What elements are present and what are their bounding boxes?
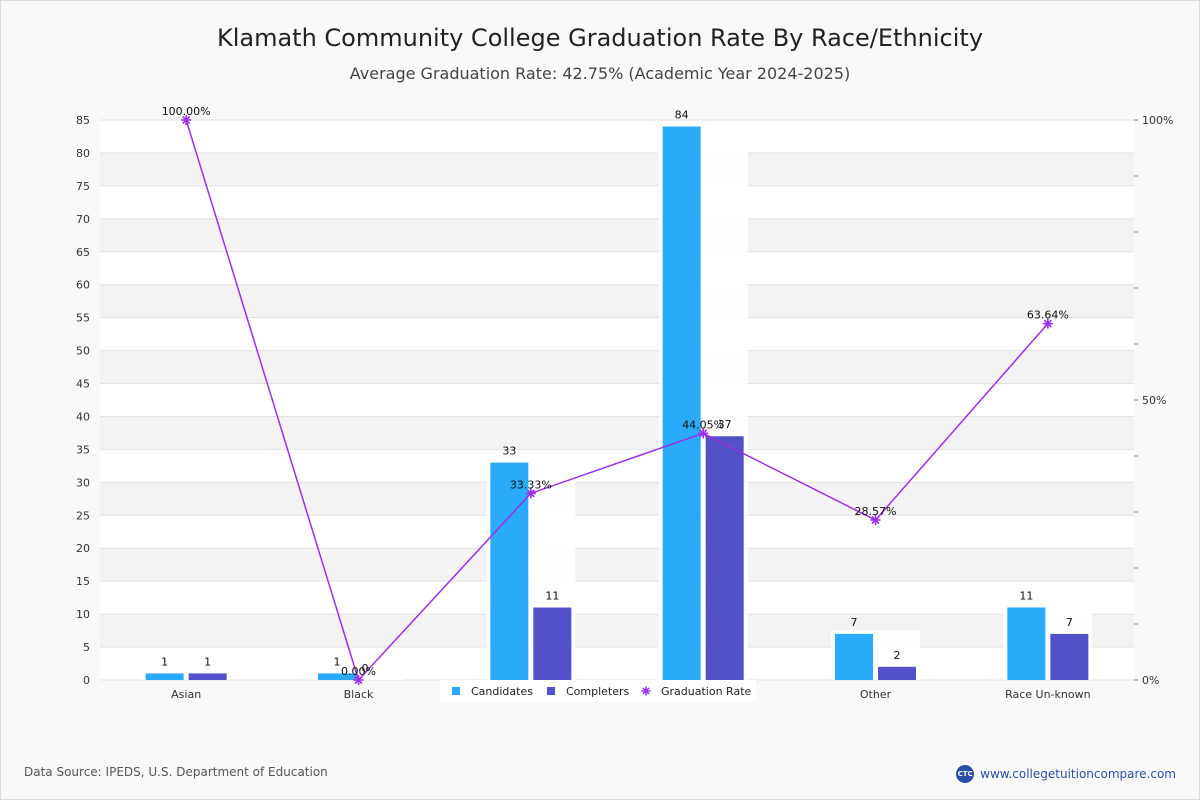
- candidates-bar: [1007, 607, 1046, 680]
- candidates-bar: [318, 673, 356, 680]
- legend-swatch: [452, 687, 460, 695]
- graduation-rate-point: [353, 675, 364, 685]
- candidates-value-label: 7: [851, 616, 858, 629]
- brand-url: www.collegetuitioncompare.com: [980, 767, 1176, 781]
- graduation-rate-label: 33.33%: [510, 478, 552, 491]
- left-axis-tick-label: 20: [76, 542, 90, 555]
- graduation-rate-point: [525, 488, 536, 499]
- brand-logo-icon: CTC: [956, 765, 975, 783]
- left-axis-tick-label: 55: [76, 312, 90, 325]
- grid-band: [100, 218, 1134, 252]
- right-axis-tick-label: 0%: [1142, 674, 1159, 687]
- plot-area: [100, 120, 1134, 680]
- grid-band: [100, 152, 1134, 186]
- left-axis-tick-label: 35: [76, 443, 90, 456]
- graduation-rate-point: [870, 515, 881, 526]
- candidates-bar: [490, 462, 529, 680]
- candidates-bar: [662, 126, 701, 680]
- graduation-rate-label: 63.64%: [1027, 309, 1069, 322]
- left-axis-tick-label: 85: [76, 114, 90, 127]
- graduation-rate-point: [181, 115, 192, 125]
- grid-band: [100, 482, 1134, 516]
- x-axis-category-label: Asian: [171, 688, 201, 701]
- graduation-rate-point: [698, 428, 709, 439]
- legend-label: Candidates: [471, 685, 533, 698]
- completers-bar: [705, 436, 744, 680]
- left-axis-tick-label: 0: [83, 674, 90, 687]
- left-axis-tick-label: 50: [76, 345, 90, 358]
- candidates-value-label: 11: [1019, 590, 1033, 603]
- left-axis-tick-label: 10: [76, 608, 90, 621]
- chart-subtitle: Average Graduation Rate: 42.75% (Academi…: [349, 64, 851, 83]
- graduation-rate-label: 100.00%: [162, 105, 211, 118]
- completers-bar: [1050, 633, 1089, 680]
- candidates-value-label: 1: [161, 655, 168, 668]
- bar-backing: [314, 669, 403, 680]
- chart-title: Klamath Community College Graduation Rat…: [216, 24, 984, 52]
- legend-background: [440, 680, 756, 702]
- x-axis-category-label: Other: [860, 688, 892, 701]
- candidates-value-label: 1: [334, 655, 341, 668]
- completers-value-label: 1: [204, 655, 211, 668]
- completers-bar: [878, 666, 916, 680]
- graduation-rate-label: 44.05%: [682, 418, 724, 431]
- grid-band: [100, 416, 1134, 450]
- left-axis-tick-label: 15: [76, 575, 90, 588]
- brand-link[interactable]: CTC www.collegetuitioncompare.com: [956, 765, 1176, 783]
- completers-value-label: 2: [894, 649, 901, 662]
- left-axis-tick-label: 25: [76, 509, 90, 522]
- left-axis-tick-label: 45: [76, 378, 90, 391]
- left-axis-tick-label: 80: [76, 147, 90, 160]
- legend-label: Graduation Rate: [661, 685, 752, 698]
- left-axis-tick-label: 70: [76, 213, 90, 226]
- left-axis-tick-label: 40: [76, 410, 90, 423]
- candidates-value-label: 33: [502, 445, 516, 458]
- left-axis-tick-label: 75: [76, 180, 90, 193]
- grid-band: [100, 614, 1134, 648]
- x-axis-category-label: Race Un-known: [1005, 688, 1091, 701]
- bar-backing: [141, 669, 231, 680]
- left-axis-tick-label: 60: [76, 279, 90, 292]
- grid-band: [100, 284, 1134, 318]
- graduation-rate-point: [1042, 318, 1053, 329]
- completers-bar: [533, 607, 572, 680]
- legend-star-icon: [641, 686, 651, 696]
- legend-label: Completers: [566, 685, 630, 698]
- completers-value-label: 7: [1066, 616, 1073, 629]
- candidates-bar: [835, 633, 873, 680]
- candidates-value-label: 84: [675, 109, 689, 122]
- grid-band: [100, 548, 1134, 582]
- left-axis-tick-label: 5: [83, 641, 90, 654]
- left-axis-tick-label: 30: [76, 476, 90, 489]
- right-axis-tick-label: 50%: [1142, 394, 1166, 407]
- legend-swatch: [547, 687, 555, 695]
- graduation-rate-label: 0.00%: [341, 665, 376, 678]
- x-axis-category-label: Black: [344, 688, 374, 701]
- grid-band: [100, 350, 1134, 384]
- candidates-bar: [145, 673, 184, 680]
- data-source-note: Data Source: IPEDS, U.S. Department of E…: [24, 765, 328, 779]
- graduation-rate-line: [185, 119, 1049, 682]
- completers-value-label: 37: [718, 418, 732, 431]
- completers-bar: [188, 673, 227, 680]
- completers-value-label: 0: [362, 662, 369, 675]
- completers-value-label: 11: [545, 590, 559, 603]
- graduation-rate-label: 28.57%: [855, 505, 897, 518]
- right-axis-tick-label: 100%: [1142, 114, 1173, 127]
- left-axis-tick-label: 65: [76, 246, 90, 259]
